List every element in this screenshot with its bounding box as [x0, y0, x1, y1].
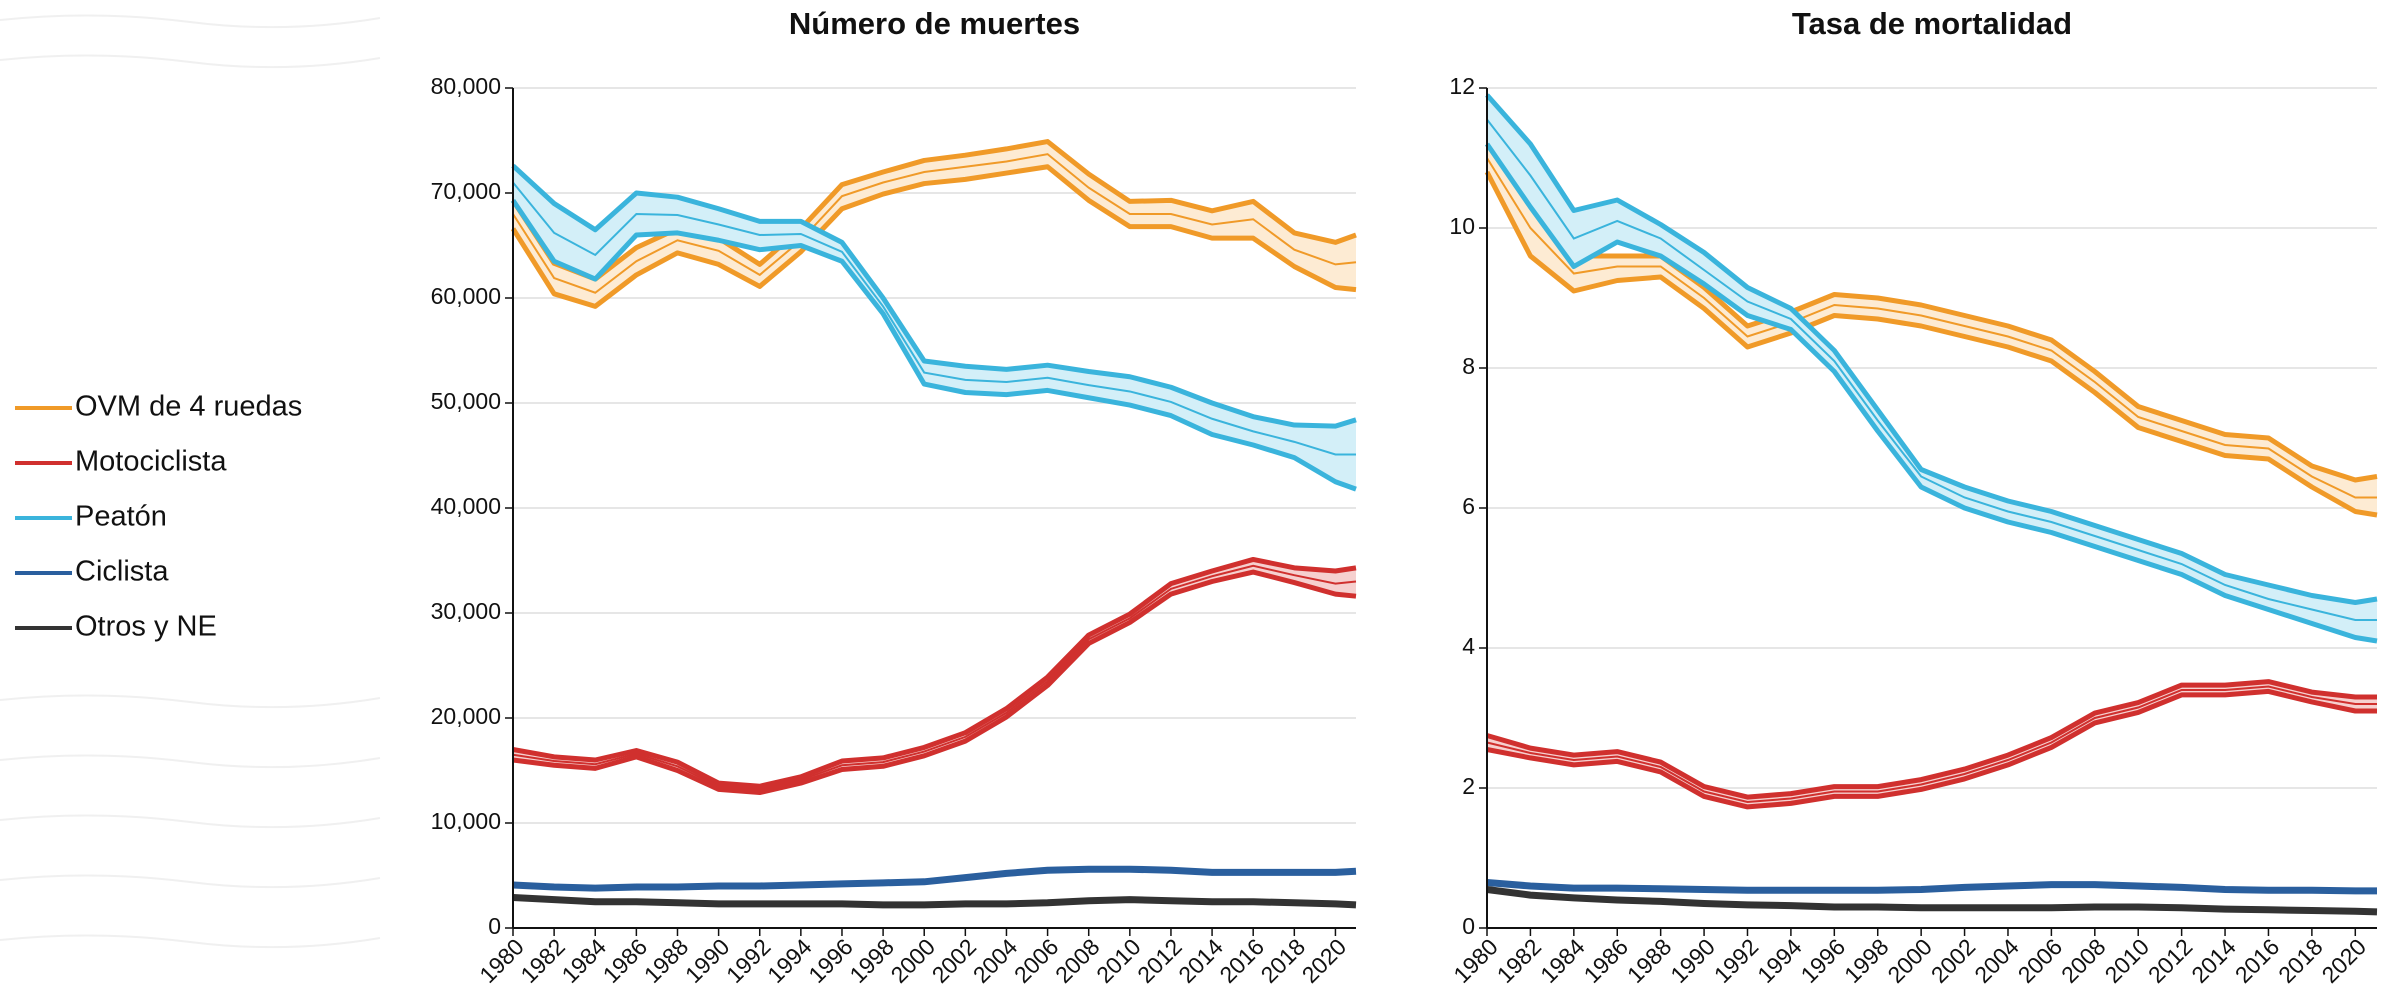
background-decoration [0, 14, 381, 949]
line [1486, 886, 2378, 916]
line [512, 564, 1357, 791]
x-tick-label: 2006 [1009, 933, 1064, 988]
y-tick-label: 10 [1449, 213, 1475, 239]
x-tick-label: 1994 [1752, 933, 1807, 988]
legend-label: Peatón [75, 501, 167, 533]
line [1486, 879, 2377, 895]
x-tick-label: 1988 [1622, 933, 1677, 988]
band-upper [1485, 93, 2378, 605]
x-tick-label: 1992 [721, 933, 776, 988]
x-tick-label: 1990 [680, 933, 735, 988]
x-tick-label: 1982 [515, 933, 570, 988]
y-tick-label: 6 [1462, 493, 1475, 519]
x-tick-label: 2016 [2230, 933, 2285, 988]
x-tick-label: 2020 [1297, 933, 1352, 988]
band-upper [510, 139, 1357, 282]
series [512, 556, 1357, 796]
y-tick-label: 70,000 [431, 178, 501, 204]
chart-title: Número de muertes [789, 6, 1080, 41]
series [510, 163, 1357, 492]
x-tick-label: 1990 [1665, 933, 1720, 988]
series [1484, 93, 2378, 644]
series [1484, 142, 2378, 518]
y-tick-label: 50,000 [431, 388, 501, 414]
x-tick-label: 2018 [1256, 933, 1311, 988]
line [512, 894, 1357, 909]
x-tick-label: 1986 [598, 933, 653, 988]
y-tick-label: 60,000 [431, 283, 501, 309]
legend-label: OVM de 4 ruedas [75, 391, 302, 423]
x-tick-label: 1986 [1579, 933, 1634, 988]
x-tick-label: 2002 [1926, 933, 1981, 988]
band-upper [511, 163, 1357, 429]
line [512, 181, 1356, 456]
x-tick-label: 2004 [1969, 933, 2024, 988]
y-tick-label: 2 [1462, 773, 1475, 799]
x-tick-label: 2020 [2317, 933, 2372, 988]
line [512, 153, 1357, 294]
band-upper [512, 556, 1357, 789]
x-tick-label: 1996 [1796, 933, 1851, 988]
band-upper [1486, 679, 2377, 800]
y-tick-label: 20,000 [431, 703, 501, 729]
line [1486, 685, 2377, 804]
x-tick-label: 2012 [2143, 933, 2198, 988]
line [1486, 118, 2377, 621]
x-tick-label: 2010 [2099, 933, 2154, 988]
x-tick-label: 2006 [2013, 933, 2068, 988]
y-tick-label: 4 [1462, 633, 1475, 659]
y-tick-label: 80,000 [431, 73, 501, 99]
series [510, 139, 1357, 309]
x-tick-label: 1988 [639, 933, 694, 988]
x-tick-label: 1984 [557, 933, 612, 988]
x-tick-label: 2008 [2056, 933, 2111, 988]
legend-label: Motociclista [75, 446, 227, 478]
series [1486, 879, 2377, 895]
line [1486, 157, 2377, 499]
series [512, 865, 1357, 892]
x-tick-label: 2018 [2273, 933, 2328, 988]
x-tick-label: 1998 [1839, 933, 1894, 988]
series [512, 894, 1357, 909]
x-tick-label: 2010 [1091, 933, 1146, 988]
x-tick-label: 1996 [803, 933, 858, 988]
x-tick-label: 2000 [885, 933, 940, 988]
x-tick-label: 2002 [927, 933, 982, 988]
series [1486, 679, 2377, 810]
series [1486, 886, 2378, 916]
y-tick-label: 0 [1462, 913, 1475, 939]
line [512, 865, 1357, 892]
x-tick-label: 2012 [1132, 933, 1187, 988]
x-tick-label: 1982 [1492, 933, 1547, 988]
y-tick-label: 0 [488, 913, 501, 939]
band-lower [510, 164, 1357, 309]
y-tick-label: 30,000 [431, 598, 501, 624]
x-tick-label: 2014 [1173, 933, 1228, 988]
band-lower [512, 569, 1357, 796]
band-lower [1486, 688, 2377, 810]
y-tick-label: 40,000 [431, 493, 501, 519]
band-lower [1484, 142, 2378, 644]
chart-title: Tasa de mortalidad [1792, 6, 2072, 41]
y-tick-label: 10,000 [431, 808, 501, 834]
x-tick-label: 1998 [844, 933, 899, 988]
band-upper [1485, 142, 2378, 483]
legend-label: Otros y NE [75, 611, 217, 643]
y-tick-label: 12 [1449, 73, 1475, 99]
legend-label: Ciclista [75, 556, 169, 588]
x-tick-label: 1980 [1448, 933, 1503, 988]
x-tick-label: 1994 [762, 933, 817, 988]
band-lower [1484, 170, 2378, 518]
x-tick-label: 1980 [474, 933, 529, 988]
x-tick-label: 1984 [1535, 933, 1590, 988]
band-lower [510, 198, 1357, 492]
x-tick-label: 1992 [1709, 933, 1764, 988]
y-tick-label: 8 [1462, 353, 1475, 379]
x-tick-label: 2014 [2186, 933, 2241, 988]
x-tick-label: 2004 [968, 933, 1023, 988]
x-tick-label: 2016 [1214, 933, 1269, 988]
x-tick-label: 2008 [1050, 933, 1105, 988]
x-tick-label: 2000 [1882, 933, 1937, 988]
